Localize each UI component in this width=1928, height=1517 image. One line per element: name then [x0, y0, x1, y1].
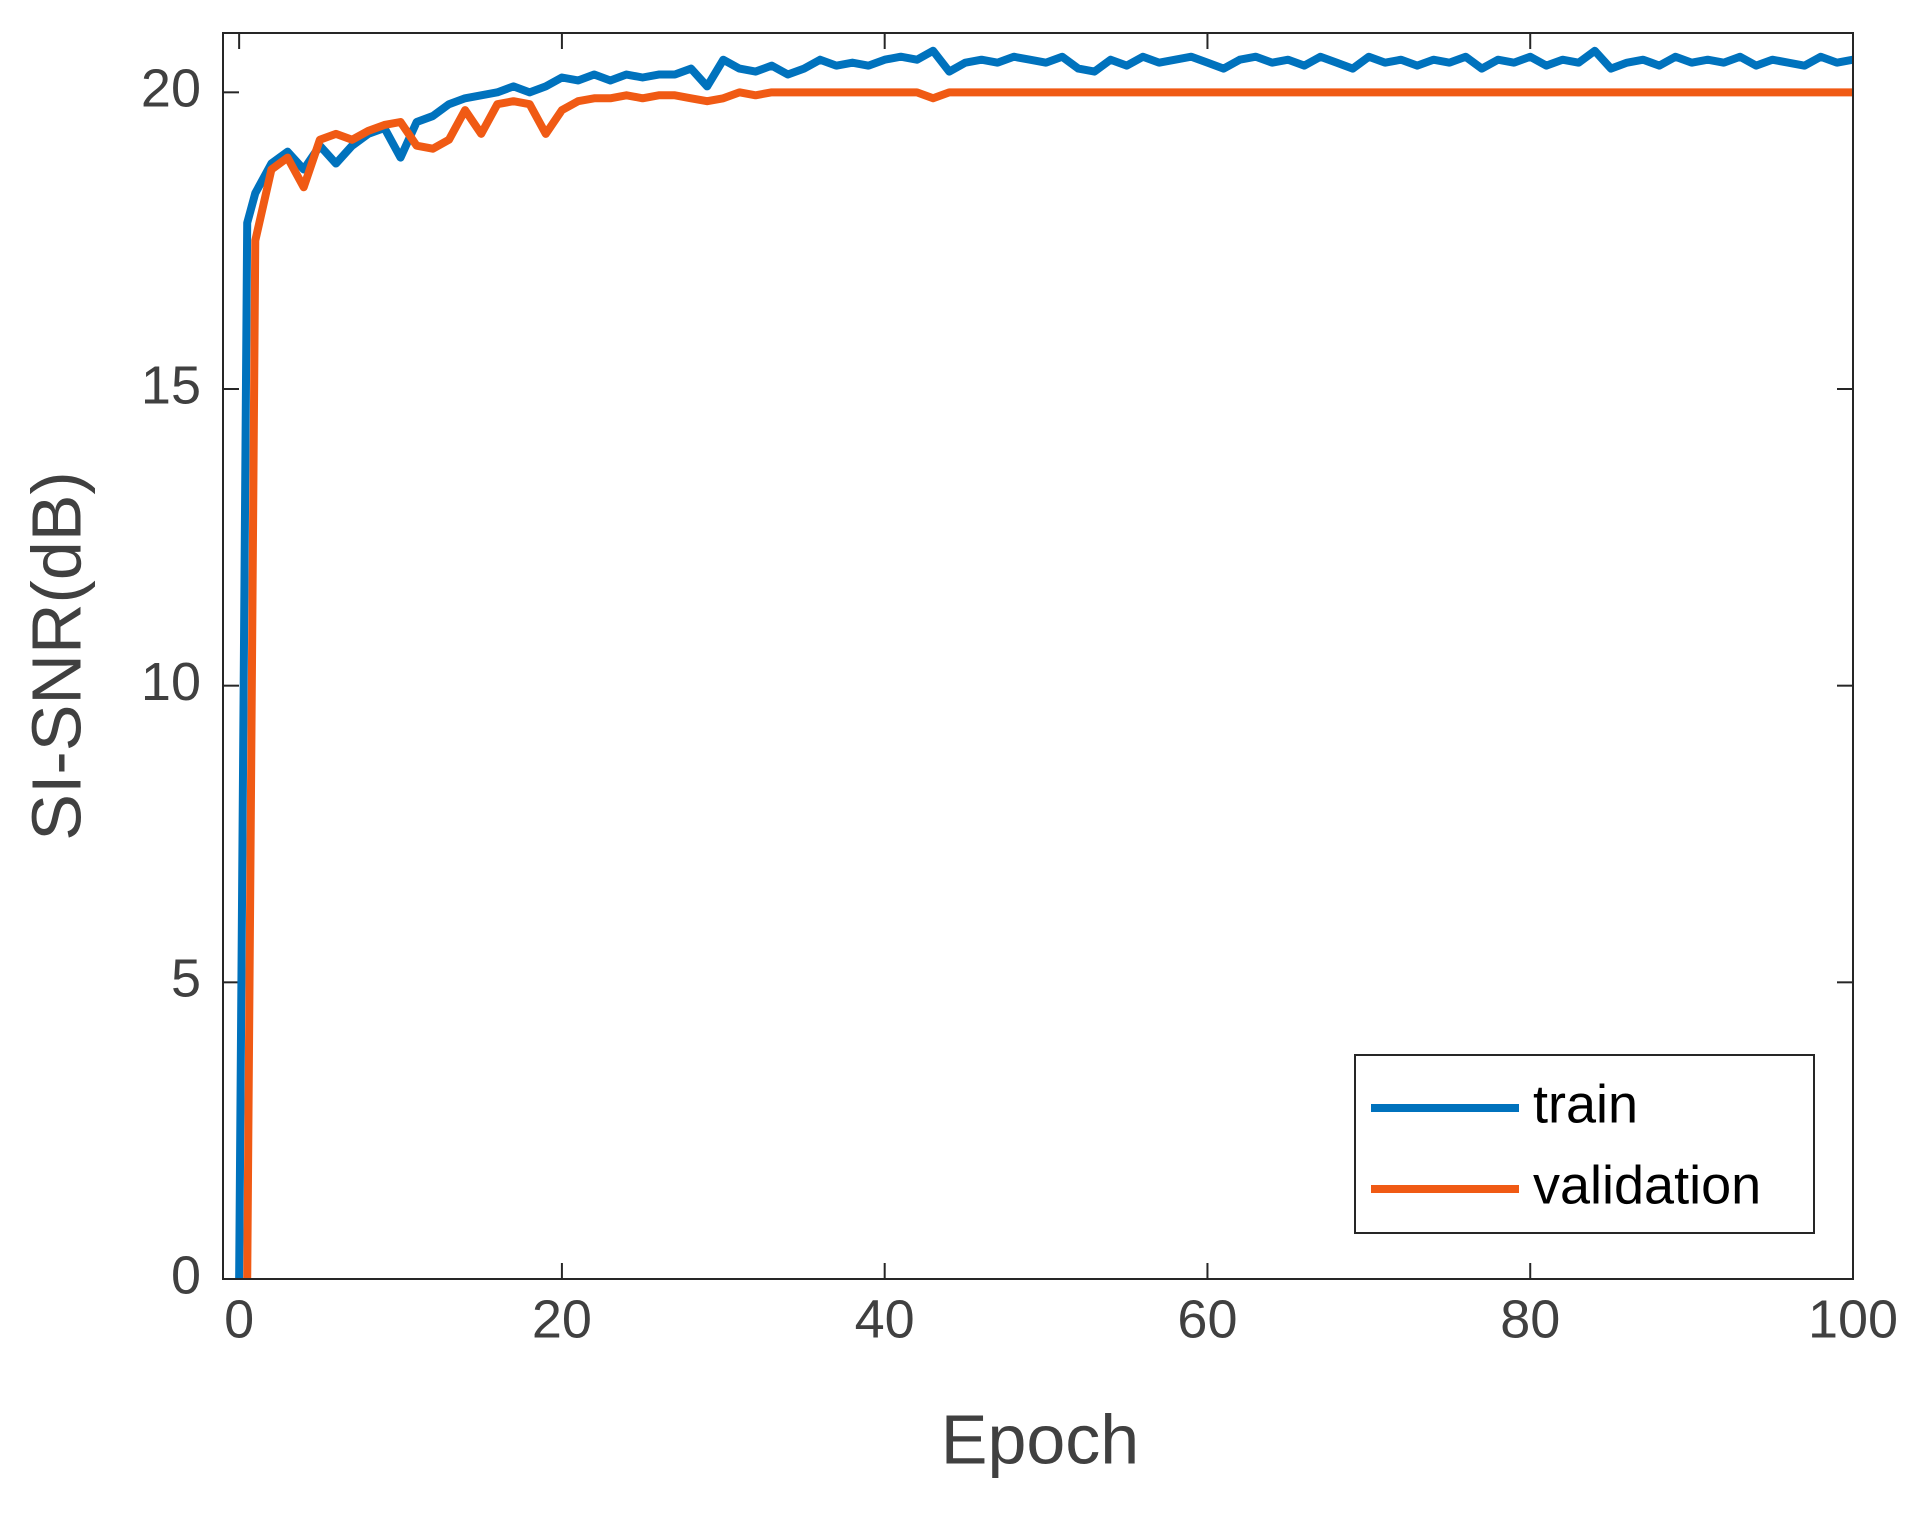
legend-box: [1354, 1054, 1815, 1234]
x-tick-label: 0: [224, 1289, 254, 1349]
x-axis-label: Epoch: [941, 1400, 1139, 1478]
series-line: [243, 88, 1853, 1280]
y-tick-label: 0: [171, 1245, 201, 1305]
y-axis-label: SI-SNR(dB): [17, 471, 95, 840]
y-tick-label: 15: [141, 355, 201, 415]
legend-label: train: [1533, 1074, 1638, 1134]
axes-box: [222, 32, 1854, 1280]
x-tick-label: 80: [1500, 1289, 1560, 1349]
x-tick-label: 20: [532, 1289, 592, 1349]
series-line: [235, 46, 1854, 1280]
legend-label: validation: [1533, 1155, 1761, 1215]
y-tick-label: 10: [141, 652, 201, 712]
x-tick-label: 100: [1808, 1289, 1898, 1349]
x-tick-label: 60: [1177, 1289, 1237, 1349]
y-tick-label: 20: [141, 59, 201, 119]
y-tick-label: 5: [171, 949, 201, 1009]
x-tick-label: 40: [855, 1289, 915, 1349]
